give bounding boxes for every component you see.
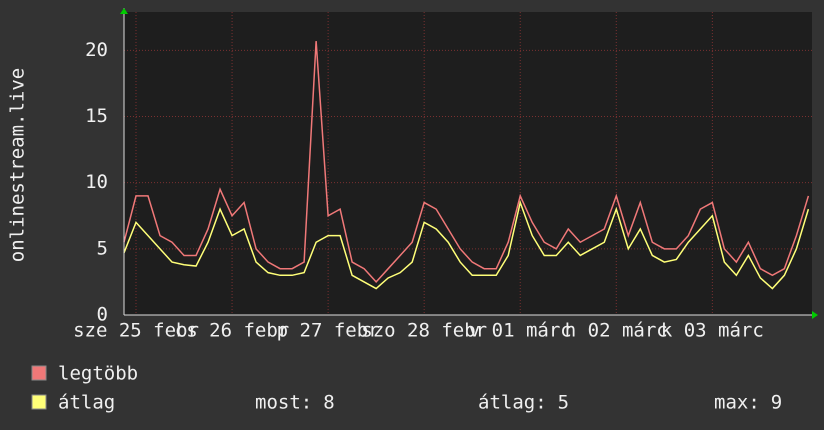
- x-tick-label: szo 28 febr: [361, 320, 487, 342]
- legend-label: átlag: [58, 392, 115, 414]
- y-tick-label: 0: [97, 304, 108, 326]
- y-tick-label: 5: [97, 237, 108, 259]
- x-arrow: [812, 311, 818, 319]
- stat-value: 5: [558, 392, 569, 414]
- x-tick-label: k 03 márc: [661, 320, 764, 342]
- y-tick-label: 10: [85, 171, 108, 193]
- y-axis-label: onlinestream.live: [7, 68, 29, 262]
- x-tick-label: sze 25 febr: [73, 320, 199, 342]
- plot-area: [124, 12, 812, 315]
- legend-swatch: [31, 394, 47, 410]
- y-tick-label: 15: [85, 105, 108, 127]
- legend-swatch: [31, 365, 47, 381]
- y-arrow: [120, 8, 128, 14]
- y-tick-label: 20: [85, 39, 108, 61]
- series-line: [123, 199, 810, 290]
- stat-value: 8: [323, 392, 334, 414]
- x-tick-label: p 27 febr: [277, 320, 380, 342]
- x-tick-label: v 01 márc: [469, 320, 572, 342]
- legend-label: legtöbb: [58, 363, 138, 385]
- x-tick-label: h 02 márc: [565, 320, 668, 342]
- stat-label: átlag:: [478, 392, 547, 414]
- x-tick-label: cs 26 febr: [175, 320, 289, 342]
- stat-label: most:: [255, 392, 312, 414]
- series-line: [123, 41, 810, 284]
- stat-label: max:: [714, 392, 760, 414]
- stat-value: 9: [771, 392, 782, 414]
